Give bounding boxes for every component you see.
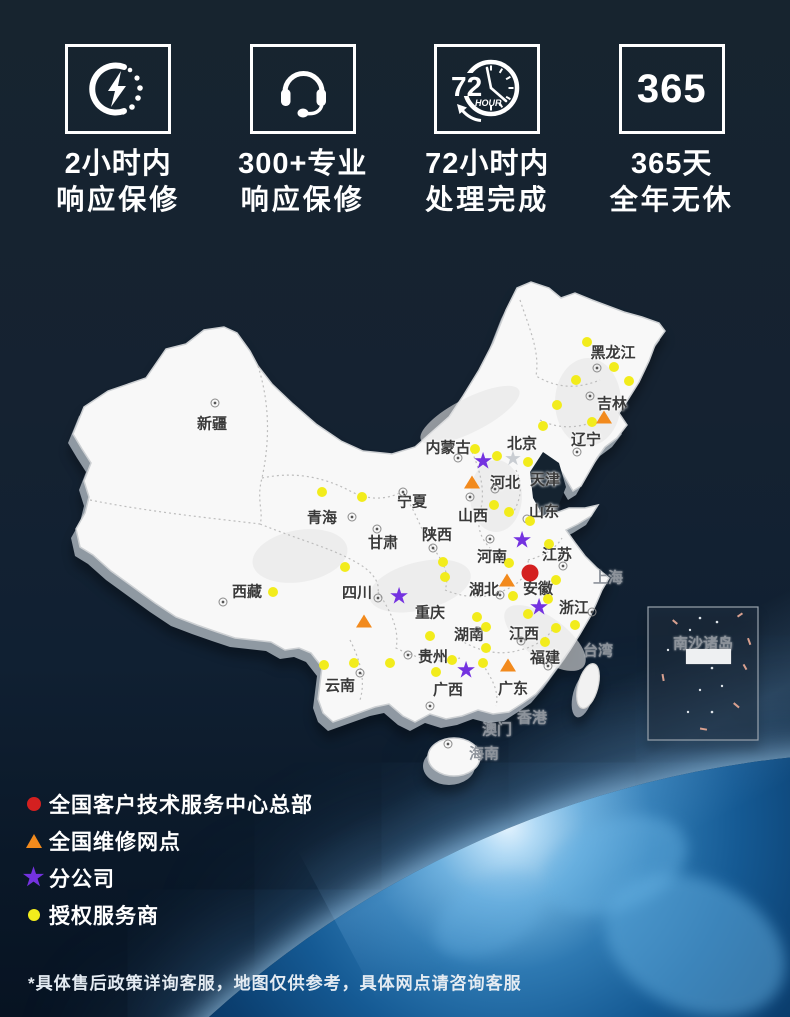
legend-item-branch: ★ 分公司 bbox=[22, 859, 313, 896]
feature-line1: 72小时内 bbox=[425, 148, 550, 180]
legend-item-hq: 全国客户技术服务中心总部 bbox=[22, 785, 313, 822]
clock-72-number: 72 bbox=[451, 71, 482, 102]
legend-item-authorized: 授权服务商 bbox=[22, 896, 313, 933]
feature-expert-support: 300+专业 响应保修 bbox=[211, 44, 396, 217]
authorized-dot-icon bbox=[28, 908, 40, 921]
feature-line1: 365天 bbox=[631, 148, 713, 180]
lightning-response-icon bbox=[65, 44, 172, 134]
map-legend: 全国客户技术服务中心总部 全国维修网点 ★ 分公司 授权服务商 bbox=[22, 785, 313, 933]
service-features-row: 2小时内 响应保修 300+专业 响应保修 bbox=[0, 0, 790, 217]
feature-response-time: 2小时内 响应保修 bbox=[26, 44, 211, 217]
headset-icon bbox=[249, 44, 356, 134]
badge-365-icon: 365 bbox=[618, 44, 725, 134]
feature-line2: 响应保修 bbox=[240, 183, 365, 215]
clock-72-icon: 72 HOUR bbox=[434, 44, 541, 134]
bohai-bay bbox=[530, 452, 566, 516]
disclaimer-note: *具体售后政策详询客服，地图仅供参考，具体网点请咨询客服 bbox=[28, 974, 522, 993]
badge-365-number: 365 bbox=[636, 66, 707, 111]
legend-label: 全国客户技术服务中心总部 bbox=[49, 793, 313, 817]
feature-line1: 300+专业 bbox=[238, 148, 368, 180]
legend-item-repair: 全国维修网点 bbox=[22, 822, 313, 859]
feature-72h-completion: 72 HOUR 72小时内 处理完成 bbox=[395, 44, 580, 217]
star-icon: ★ bbox=[22, 863, 46, 891]
clock-hour-label: HOUR bbox=[475, 98, 502, 108]
taiwan-island bbox=[576, 663, 600, 709]
feature-line2: 响应保修 bbox=[56, 183, 181, 215]
feature-line2: 处理完成 bbox=[425, 183, 550, 215]
hq-dot-icon bbox=[27, 796, 41, 811]
feature-365-days: 365 365天 全年无休 bbox=[580, 44, 765, 217]
triangle-icon bbox=[26, 833, 42, 848]
hainan-island bbox=[427, 737, 481, 777]
south-sea-inset-box bbox=[647, 606, 759, 741]
legend-label: 授权服务商 bbox=[49, 904, 159, 928]
feature-line2: 全年无休 bbox=[609, 183, 734, 215]
legend-label: 全国维修网点 bbox=[49, 830, 181, 854]
legend-label: 分公司 bbox=[49, 867, 115, 891]
feature-line1: 2小时内 bbox=[64, 148, 172, 180]
